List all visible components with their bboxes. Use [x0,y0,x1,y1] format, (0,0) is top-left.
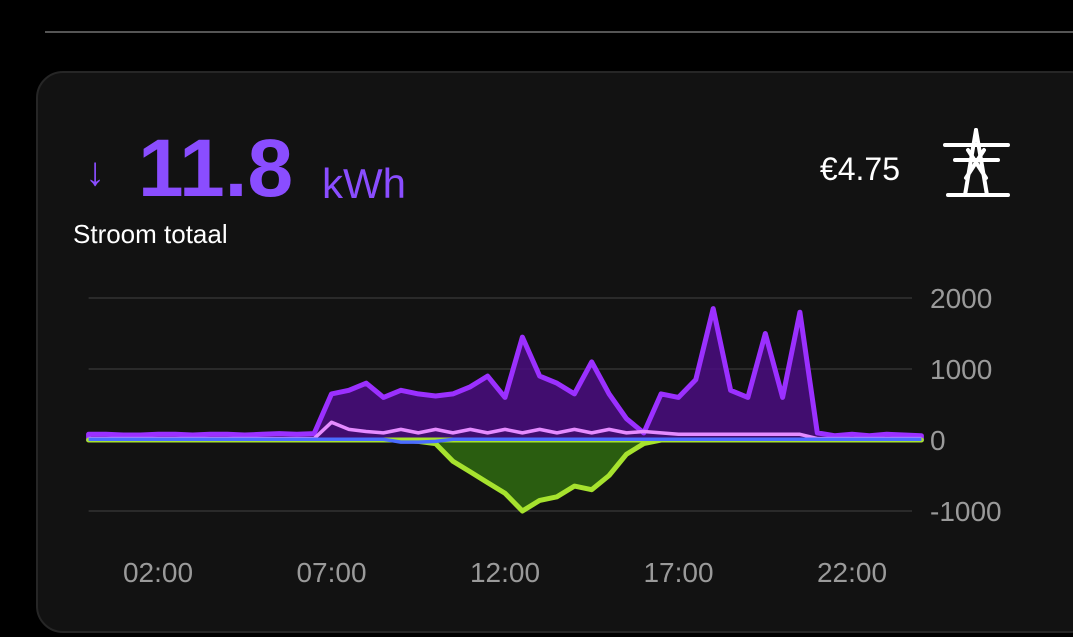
x-tick-label: 22:00 [817,557,887,588]
total-unit: kWh [322,160,406,207]
pylon-icon [943,128,1010,197]
x-tick-label: 12:00 [470,557,540,588]
cost: €4.75 [820,151,900,187]
y-tick-label: 0 [930,425,946,456]
x-tick-label: 02:00 [123,557,193,588]
chart: -1000 0 1000 2000 02:00 07:00 12:00 17:00 22:00 [86,283,1002,588]
y-tick-label: 1000 [930,354,992,385]
area [86,306,924,443]
total-label: Stroom totaal [73,219,228,249]
x-tick-label: 07:00 [296,557,366,588]
card [36,71,1073,633]
y-tick-label: 2000 [930,283,992,314]
line [88,437,922,444]
total-value: 11.8 [138,123,293,214]
y-tick-label: -1000 [930,496,1002,527]
x-tick-label: 17:00 [643,557,713,588]
trend-arrow: ↓ [85,150,105,194]
